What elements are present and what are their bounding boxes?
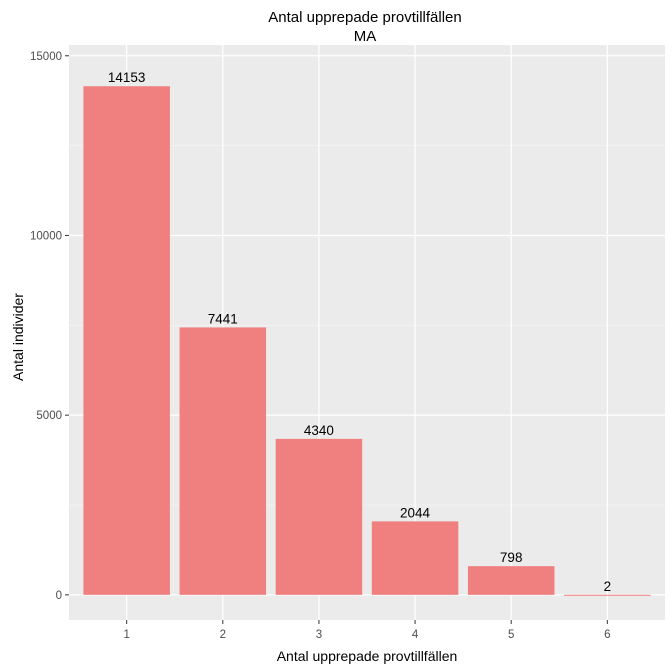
y-tick-label: 10000 bbox=[30, 230, 62, 242]
x-tick-label: 4 bbox=[412, 629, 419, 641]
x-tick-label: 1 bbox=[123, 629, 129, 641]
y-tick-label: 5000 bbox=[36, 410, 62, 422]
y-axis-title: Antal individer bbox=[10, 293, 26, 381]
bar bbox=[179, 327, 267, 595]
bar bbox=[371, 521, 459, 595]
bar bbox=[564, 594, 651, 596]
x-tick-label: 5 bbox=[508, 629, 514, 641]
data-label: 798 bbox=[500, 550, 523, 565]
x-axis-title: Antal upprepade provtillfällen bbox=[277, 648, 458, 664]
y-tick-label: 15000 bbox=[30, 51, 62, 63]
x-tick-label: 3 bbox=[316, 629, 322, 641]
data-label: 2 bbox=[604, 579, 612, 594]
bar bbox=[83, 86, 170, 595]
chart-title: Antal upprepade provtillfällen bbox=[268, 9, 461, 26]
y-tick-label: 0 bbox=[56, 590, 62, 602]
data-label: 4340 bbox=[304, 423, 334, 438]
x-tick-label: 2 bbox=[220, 629, 226, 641]
data-label: 2044 bbox=[400, 505, 431, 520]
bars bbox=[83, 86, 651, 596]
x-axis: 1 2 3 4 5 6 bbox=[123, 620, 611, 641]
data-labels: 14153 7441 4340 2044 798 2 bbox=[108, 70, 611, 594]
data-label: 14153 bbox=[108, 70, 146, 85]
y-axis: 0 5000 10000 15000 bbox=[30, 51, 69, 602]
chart-subtitle: MA bbox=[354, 28, 377, 45]
bar bbox=[275, 438, 363, 595]
x-tick-label: 6 bbox=[604, 629, 610, 641]
data-label: 7441 bbox=[208, 311, 238, 326]
bar bbox=[467, 566, 555, 595]
